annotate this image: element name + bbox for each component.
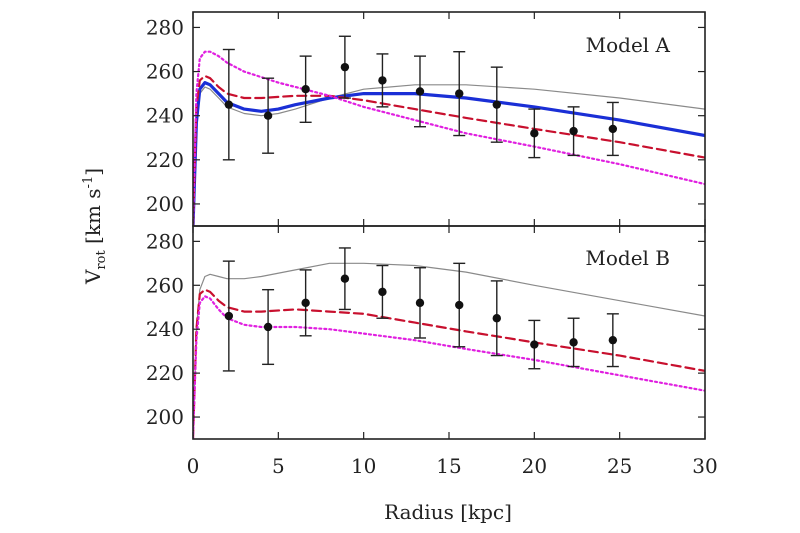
panel-frame-model-b: [192, 225, 706, 440]
panel-label-model-a: Model A: [586, 33, 671, 57]
model-a-y-tick-label: 240: [146, 104, 184, 128]
model-b-data-point: [492, 314, 501, 323]
model-a-data-point: [224, 100, 234, 109]
model-a-y-tick-label: 280: [146, 15, 184, 39]
model-a-curve-thin-gray: [193, 84, 705, 226]
panel-label-model-b: Model B: [585, 246, 670, 270]
y-axis-title-main: V: [81, 269, 105, 285]
model-b-y-tick-label: 200: [146, 405, 184, 429]
x-tick-label: 5: [272, 454, 285, 478]
model-a-data-point: [340, 62, 350, 72]
model-a-curve-dashed-red: [193, 74, 705, 226]
model-b-data-point: [455, 300, 464, 310]
model-a-data-point: [455, 89, 464, 98]
model-a-curve-dotted-magenta: [193, 50, 705, 226]
model-b-y-tick-label: 220: [146, 361, 184, 385]
model-a-data-point: [492, 100, 501, 109]
model-b-data-point: [378, 287, 387, 297]
y-axis-title-units-exp: -1: [81, 176, 96, 189]
model-b-curves: [193, 262, 705, 439]
x-axis-title: Radius [kpc]: [384, 500, 512, 524]
x-tick-label: 20: [522, 454, 547, 478]
x-tick-label: 10: [351, 454, 376, 478]
model-a-data-point: [530, 129, 539, 138]
model-b-data-point: [569, 338, 578, 347]
model-b-curve-dashed-red: [193, 288, 705, 439]
model-b-data-point: [340, 274, 350, 283]
x-tick-label: 25: [607, 454, 632, 478]
y-axis-title-units: [km s: [81, 188, 105, 250]
model-b-y-tick-label: 260: [146, 273, 184, 297]
model-a-data-point: [569, 126, 578, 136]
panel-model-b: 200 220 240 260 280 Model B: [146, 226, 706, 439]
model-b-observed-points: [222, 247, 619, 372]
model-b-y-tick-label: 280: [146, 229, 184, 253]
model-a-y-tick-label: 220: [146, 148, 184, 172]
model-a-curve-thick-blue: [193, 81, 705, 226]
model-b-data-point: [415, 298, 425, 308]
panel-model-a: 200 220 240 260 280 Model A: [146, 12, 706, 226]
x-tick-label: 15: [436, 454, 461, 478]
y-axis-title-units-close: ]: [81, 168, 105, 176]
model-b-curve-thin-gray: [193, 262, 705, 439]
model-a-data-point: [263, 111, 273, 120]
model-a-y-tick-label: 200: [146, 192, 184, 216]
x-tick-label: 30: [692, 454, 717, 478]
model-a-data-point: [378, 76, 387, 85]
model-a-y-axis: 200 220 240 260 280: [146, 12, 706, 226]
model-a-y-tick-label: 260: [146, 60, 184, 84]
model-a-data-point: [301, 85, 310, 94]
model-b-y-axis: 200 220 240 260 280: [146, 226, 706, 439]
y-axis-title-sub: rot: [94, 250, 109, 270]
model-b-data-point: [608, 335, 618, 345]
model-b-curve-dotted-magenta: [193, 295, 705, 439]
model-b-data-point: [224, 311, 234, 321]
model-a-observed-points: [222, 35, 619, 161]
model-b-y-tick-label: 240: [146, 317, 184, 341]
model-a-data-point: [608, 124, 618, 134]
model-a-data-point: [415, 87, 425, 96]
x-axis: 0 5 10 15 20 25 30: [187, 454, 718, 478]
model-b-data-point: [301, 298, 310, 308]
model-b-data-point: [263, 322, 273, 332]
y-axis-title: Vrot [km s-1]: [81, 168, 109, 285]
model-b-data-point: [530, 340, 539, 349]
x-tick-label: 0: [187, 454, 200, 478]
